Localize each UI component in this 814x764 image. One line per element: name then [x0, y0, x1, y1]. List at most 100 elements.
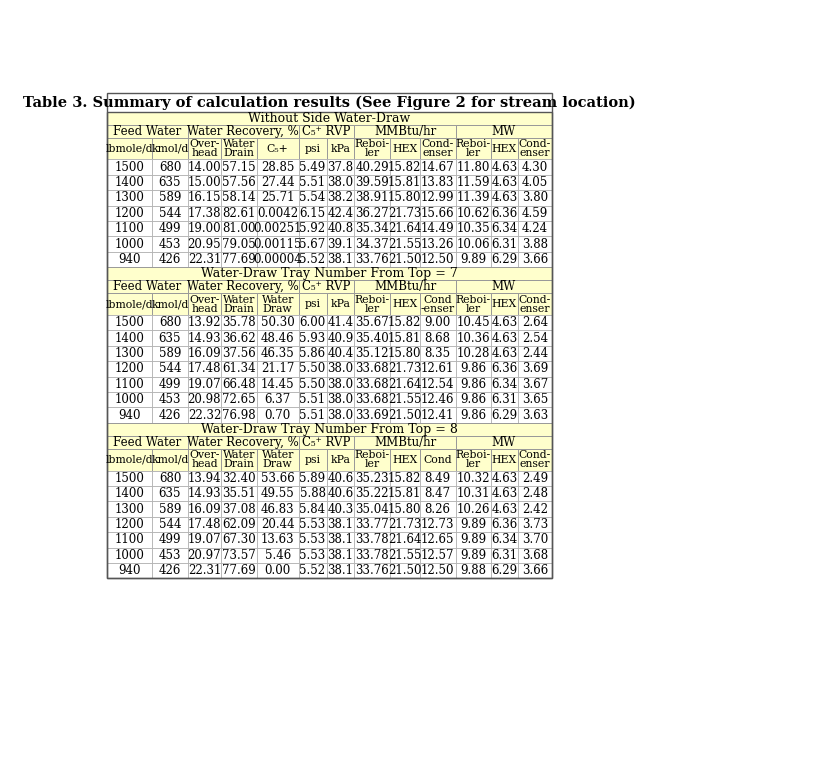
- Bar: [354, 293, 390, 315]
- Text: 15.81: 15.81: [388, 176, 422, 189]
- Text: 1000: 1000: [115, 238, 145, 251]
- Text: 6.36: 6.36: [491, 207, 518, 220]
- Text: HEX: HEX: [392, 299, 418, 309]
- Bar: [256, 377, 299, 392]
- Bar: [354, 486, 390, 501]
- Text: 38.1: 38.1: [327, 549, 353, 562]
- Bar: [107, 486, 152, 501]
- Text: 12.46: 12.46: [421, 393, 454, 406]
- Bar: [221, 160, 256, 175]
- Bar: [188, 175, 221, 190]
- Bar: [221, 377, 256, 392]
- Text: 38.0: 38.0: [327, 393, 353, 406]
- Bar: [390, 221, 419, 236]
- Text: Drain: Drain: [224, 148, 254, 158]
- Bar: [152, 516, 188, 532]
- Bar: [326, 190, 354, 206]
- Bar: [221, 138, 256, 160]
- Text: 58.14: 58.14: [222, 192, 256, 205]
- Bar: [152, 407, 188, 422]
- Bar: [107, 346, 552, 361]
- Bar: [299, 486, 326, 501]
- Text: 5.84: 5.84: [300, 503, 326, 516]
- Bar: [491, 486, 518, 501]
- Text: 3.66: 3.66: [522, 564, 548, 577]
- Text: Over-: Over-: [189, 450, 220, 460]
- Text: 0.00004: 0.00004: [253, 253, 302, 266]
- Text: 57.15: 57.15: [222, 160, 256, 173]
- Text: Water: Water: [223, 139, 255, 149]
- Bar: [107, 548, 552, 563]
- Bar: [107, 532, 152, 548]
- Bar: [491, 407, 518, 422]
- Bar: [256, 206, 299, 221]
- Text: head: head: [191, 304, 218, 314]
- Bar: [456, 280, 552, 293]
- Bar: [107, 160, 152, 175]
- Bar: [354, 330, 390, 346]
- Bar: [221, 532, 256, 548]
- Bar: [256, 160, 299, 175]
- Bar: [152, 206, 188, 221]
- Text: ler: ler: [365, 148, 380, 158]
- Text: 33.68: 33.68: [356, 393, 389, 406]
- Bar: [188, 407, 221, 422]
- Bar: [326, 221, 354, 236]
- Text: Reboi-: Reboi-: [456, 139, 491, 149]
- Bar: [256, 471, 299, 486]
- Bar: [456, 346, 491, 361]
- Text: 39.59: 39.59: [356, 176, 389, 189]
- Bar: [299, 407, 326, 422]
- Bar: [256, 407, 299, 422]
- Bar: [188, 346, 221, 361]
- Bar: [188, 280, 299, 293]
- Bar: [390, 160, 419, 175]
- Bar: [390, 346, 419, 361]
- Bar: [390, 361, 419, 377]
- Text: 33.69: 33.69: [356, 409, 389, 422]
- Text: 33.76: 33.76: [356, 253, 389, 266]
- Text: 62.09: 62.09: [222, 518, 256, 531]
- Bar: [456, 221, 491, 236]
- Bar: [188, 548, 221, 563]
- Bar: [107, 471, 152, 486]
- Text: MW: MW: [492, 125, 516, 138]
- Text: 6.29: 6.29: [492, 409, 518, 422]
- Text: Water Recovery, %: Water Recovery, %: [187, 436, 299, 449]
- Bar: [221, 407, 256, 422]
- Text: 13.92: 13.92: [188, 316, 221, 329]
- Bar: [491, 377, 518, 392]
- Text: MMBtu/hr: MMBtu/hr: [374, 280, 436, 293]
- Bar: [299, 501, 326, 516]
- Bar: [107, 436, 552, 449]
- Text: 67.30: 67.30: [222, 533, 256, 546]
- Text: 5.51: 5.51: [300, 409, 326, 422]
- Bar: [107, 532, 552, 548]
- Bar: [326, 449, 354, 471]
- Text: 17.48: 17.48: [188, 518, 221, 531]
- Bar: [419, 361, 456, 377]
- Bar: [188, 221, 221, 236]
- Text: 3.88: 3.88: [522, 238, 548, 251]
- Text: MMBtu/hr: MMBtu/hr: [374, 125, 436, 138]
- Text: 426: 426: [159, 564, 182, 577]
- Text: ler: ler: [466, 304, 481, 314]
- Text: 4.24: 4.24: [522, 222, 548, 235]
- Text: 77.69: 77.69: [222, 253, 256, 266]
- Text: Drain: Drain: [224, 304, 254, 314]
- Text: lbmole/d: lbmole/d: [106, 455, 154, 465]
- Text: Over-: Over-: [189, 139, 220, 149]
- Text: 42.4: 42.4: [327, 207, 353, 220]
- Bar: [107, 236, 552, 252]
- Text: 39.1: 39.1: [327, 238, 353, 251]
- Bar: [107, 221, 152, 236]
- Text: 38.0: 38.0: [327, 362, 353, 375]
- Text: 12.61: 12.61: [421, 362, 454, 375]
- Bar: [354, 407, 390, 422]
- Text: MW: MW: [492, 280, 516, 293]
- Bar: [221, 548, 256, 563]
- Bar: [107, 160, 552, 175]
- Bar: [188, 330, 221, 346]
- Bar: [456, 449, 491, 471]
- Bar: [188, 563, 221, 578]
